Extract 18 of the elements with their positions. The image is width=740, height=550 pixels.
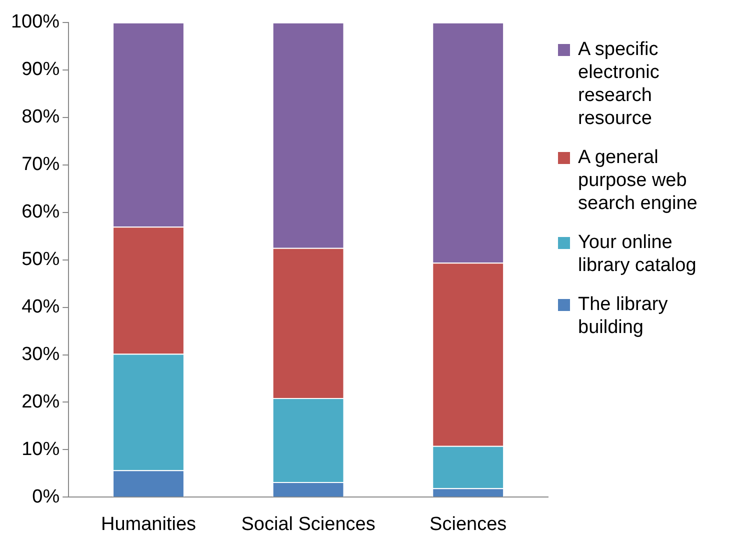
y-tick-label: 20% <box>22 391 60 412</box>
y-tick-label: 30% <box>22 344 60 365</box>
x-tick-label: Social Sciences <box>241 514 376 535</box>
legend-label: Your online library catalog <box>578 231 698 277</box>
x-tick-label: Sciences <box>430 514 507 535</box>
legend-label: A general purpose web search engine <box>578 146 698 215</box>
x-tick-label: Humanities <box>100 514 196 535</box>
y-tick-label: 100% <box>10 12 60 33</box>
y-tick-label: 0% <box>32 486 60 508</box>
y-tick-label: 90% <box>22 59 60 80</box>
y-tick-label: 70% <box>22 154 60 176</box>
y-tick-label: 60% <box>22 202 60 223</box>
y-tick-label: 80% <box>22 106 60 128</box>
legend-label: A specific electronic research resource <box>578 38 660 130</box>
y-tick-label: 50% <box>22 249 60 270</box>
y-tick-label: 10% <box>22 438 60 460</box>
legend-label: The library building <box>578 293 669 339</box>
y-tick-label: 40% <box>22 296 60 318</box>
